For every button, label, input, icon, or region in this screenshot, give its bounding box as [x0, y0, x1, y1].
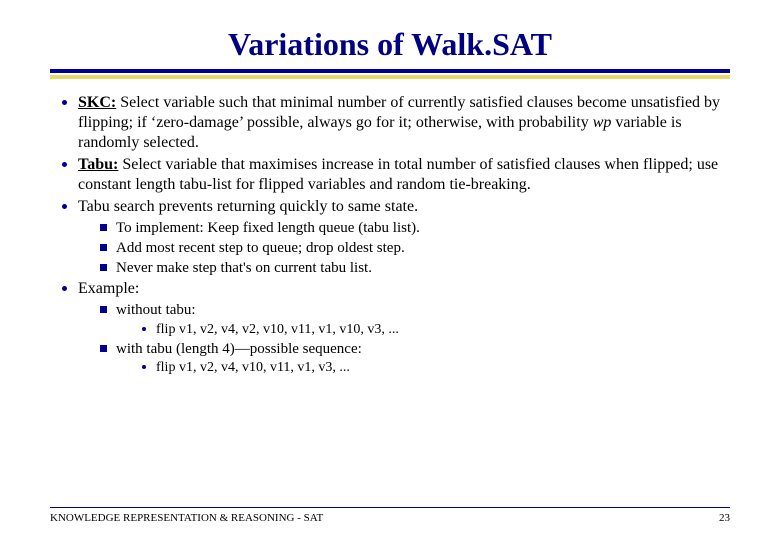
sub-item: Add most recent step to queue; drop olde…: [98, 239, 730, 258]
slide: Variations of Walk.SAT SKC: Select varia…: [0, 0, 780, 540]
wp-term: wp: [593, 114, 612, 131]
rule-primary: [50, 69, 730, 73]
subsub-item: flip v1, v2, v4, v10, v11, v1, v3, ...: [140, 359, 730, 377]
subsub-list: flip v1, v2, v4, v2, v10, v11, v1, v10, …: [116, 321, 730, 339]
bullet-text: Tabu search prevents returning quickly t…: [78, 198, 418, 215]
bullet-item: Example: without tabu: flip v1, v2, v4, …: [50, 279, 730, 377]
subsub-list: flip v1, v2, v4, v10, v11, v1, v3, ...: [116, 359, 730, 377]
bullet-item: Tabu search prevents returning quickly t…: [50, 197, 730, 277]
bullet-item: Tabu: Select variable that maximises inc…: [50, 155, 730, 195]
sub-list: without tabu: flip v1, v2, v4, v2, v10, …: [78, 301, 730, 377]
rule-secondary: [50, 75, 730, 79]
subsub-item: flip v1, v2, v4, v2, v10, v11, v1, v10, …: [140, 321, 730, 339]
sub-item: To implement: Keep fixed length queue (t…: [98, 219, 730, 238]
bullet-item: SKC: Select variable such that minimal n…: [50, 93, 730, 153]
bullet-lead: Tabu:: [78, 156, 118, 173]
footer-rule: [50, 507, 730, 508]
bullet-text: Example:: [78, 280, 139, 297]
bullet-lead: SKC:: [78, 94, 116, 111]
bullet-list: SKC: Select variable such that minimal n…: [50, 93, 730, 377]
sub-item: without tabu: flip v1, v2, v4, v2, v10, …: [98, 301, 730, 338]
footer: KNOWLEDGE REPRESENTATION & REASONING - S…: [50, 507, 730, 524]
bullet-text: Select variable that maximises increase …: [78, 156, 718, 193]
content: SKC: Select variable such that minimal n…: [50, 93, 730, 377]
sub-item: with tabu (length 4)—possible sequence: …: [98, 340, 730, 377]
footer-row: KNOWLEDGE REPRESENTATION & REASONING - S…: [50, 512, 730, 524]
sub-item: Never make step that's on current tabu l…: [98, 259, 730, 278]
sub-label: with tabu (length 4)—possible sequence:: [116, 341, 362, 357]
page-number: 23: [719, 512, 730, 524]
sub-label: without tabu:: [116, 302, 196, 318]
title-rule: [50, 69, 730, 79]
footer-text: KNOWLEDGE REPRESENTATION & REASONING - S…: [50, 512, 323, 524]
slide-title: Variations of Walk.SAT: [50, 26, 730, 63]
sub-list: To implement: Keep fixed length queue (t…: [78, 219, 730, 277]
